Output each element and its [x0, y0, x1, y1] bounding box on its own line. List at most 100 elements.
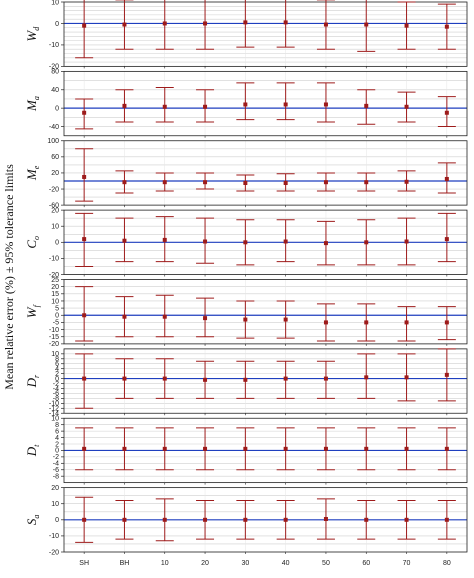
panel-ma: -40 0 40 80 Ma [24, 69, 468, 138]
y-tick-label: 0 [55, 313, 59, 320]
mean-marker [122, 517, 127, 522]
mean-marker [404, 23, 409, 28]
y-tick-label: 0 [55, 105, 59, 112]
y-tick-label: 10 [51, 298, 59, 305]
mean-marker [444, 24, 449, 29]
y-tick-label: -10 [49, 533, 59, 540]
y-tick-label: 0 [55, 517, 59, 524]
panel-label-subscript: t [32, 444, 41, 447]
mean-marker [404, 179, 409, 184]
panel-label: Me [24, 165, 41, 181]
y-tick-label: 40 [51, 87, 59, 94]
mean-marker [203, 180, 208, 185]
x-tick-label: BH [120, 560, 130, 567]
mean-marker [243, 20, 248, 25]
mean-marker [364, 320, 369, 325]
y-tick-label: 0 [55, 240, 59, 247]
panel-label-subscript: a [32, 515, 41, 519]
y-tick-label: -20 [49, 341, 59, 348]
mean-marker [444, 320, 449, 325]
y-tick-label: -2 [53, 454, 59, 461]
x-tick-label: SH [79, 560, 89, 567]
y-axis-title-group: Mean relative error (%) ± 95% tolerance … [2, 164, 16, 390]
mean-marker [162, 314, 167, 319]
mean-marker [444, 237, 449, 242]
mean-marker [122, 446, 127, 451]
x-tick-label: 40 [282, 560, 290, 567]
panel-label: Co [24, 236, 41, 249]
mean-marker [243, 317, 248, 322]
mean-marker [162, 21, 167, 26]
mean-marker [364, 375, 369, 380]
y-tick-label: 4 [55, 435, 59, 442]
y-tick-label: 0 [55, 21, 59, 28]
mean-marker [82, 237, 87, 242]
y-tick-label: -20 [49, 186, 59, 193]
mean-marker [122, 180, 127, 185]
panel-label-subscript: r [32, 374, 41, 378]
mean-marker [82, 517, 87, 522]
y-tick-label: -10 [49, 256, 59, 263]
mean-marker [404, 375, 409, 380]
y-tick-label: 80 [51, 69, 59, 76]
mean-marker [404, 517, 409, 522]
x-tick-label: 80 [443, 560, 451, 567]
y-tick-label: 15 [51, 291, 59, 298]
mean-marker [444, 372, 449, 377]
mean-marker [364, 103, 369, 108]
y-tick-label: 2 [55, 371, 59, 378]
y-tick-label: 0 [55, 448, 59, 455]
x-tick-label: 20 [201, 560, 209, 567]
mean-marker [162, 104, 167, 109]
y-tick-label: -2 [53, 381, 59, 388]
mean-marker [243, 517, 248, 522]
panel-label-main: C [24, 240, 39, 249]
panel-background [64, 279, 467, 344]
mean-marker [283, 180, 288, 185]
y-tick-label: 20 [51, 485, 59, 492]
y-tick-label: -10 [49, 327, 59, 334]
mean-marker [82, 110, 87, 115]
y-tick-label: 10 [51, 501, 59, 508]
mean-marker [444, 446, 449, 451]
mean-marker [283, 376, 288, 381]
mean-marker [203, 446, 208, 451]
y-tick-label: -40 [49, 124, 59, 131]
panels: -20-10010Wd-4004080Ma-60-202060100Me-20-… [24, 0, 468, 567]
x-tick-label: 60 [362, 560, 370, 567]
mean-marker [404, 239, 409, 244]
mean-marker [283, 446, 288, 451]
y-tick-label: -10 [49, 42, 59, 49]
mean-marker [323, 102, 328, 107]
panel-label-main: M [24, 168, 39, 181]
mean-marker [283, 317, 288, 322]
y-tick-label: -20 [49, 549, 59, 556]
mean-marker [283, 517, 288, 522]
y-tick-label: 5 [55, 305, 59, 312]
y-tick-label: 6 [55, 361, 59, 368]
y-tick-label: 20 [51, 170, 59, 177]
mean-marker [323, 446, 328, 451]
mean-marker [283, 102, 288, 107]
panel-label-subscript: d [32, 26, 41, 31]
panel-label-main: S [24, 518, 39, 525]
mean-marker [243, 180, 248, 185]
mean-marker [122, 103, 127, 108]
y-tick-label: -4 [53, 386, 59, 393]
y-tick-label: 8 [55, 356, 59, 363]
mean-marker [203, 316, 208, 321]
panel-background [64, 348, 467, 414]
mean-marker [323, 180, 328, 185]
mean-marker [203, 239, 208, 244]
panel-frame [63, 70, 468, 137]
y-tick-label: 10 [51, 224, 59, 231]
mean-marker [283, 239, 288, 244]
mean-marker [444, 517, 449, 522]
panel-label-subscript: o [32, 236, 41, 240]
mean-marker [82, 23, 87, 28]
mean-marker [364, 240, 369, 245]
mean-marker [364, 517, 369, 522]
mean-marker [404, 320, 409, 325]
y-axis-title: Mean relative error (%) ± 95% tolerance … [2, 164, 16, 390]
